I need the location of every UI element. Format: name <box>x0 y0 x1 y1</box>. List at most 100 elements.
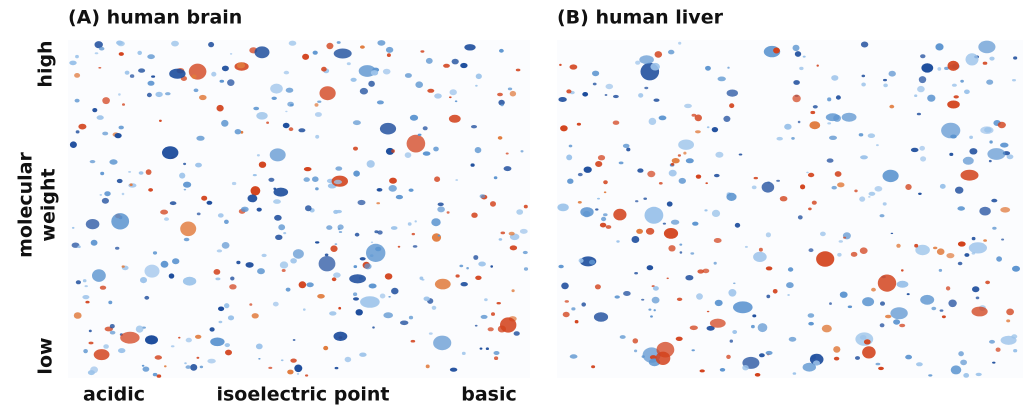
spot <box>880 323 885 327</box>
spot <box>558 97 566 102</box>
spot <box>225 350 232 356</box>
spot <box>475 276 481 280</box>
spot <box>808 208 812 211</box>
spot <box>145 265 160 278</box>
spot <box>700 369 705 372</box>
spot <box>626 148 630 152</box>
spot <box>192 75 197 79</box>
spot <box>914 94 917 97</box>
spot <box>600 223 606 228</box>
spot <box>742 365 748 370</box>
spot <box>514 331 520 336</box>
spot <box>481 315 488 319</box>
spot <box>788 267 793 271</box>
spot <box>70 141 77 148</box>
spot <box>455 179 458 181</box>
spot <box>224 303 229 308</box>
spot <box>246 262 254 268</box>
spot <box>335 166 342 170</box>
spot <box>85 301 89 304</box>
spot <box>334 49 352 59</box>
spot <box>433 336 451 351</box>
spot <box>405 73 412 78</box>
spot <box>947 101 960 109</box>
spot <box>140 277 147 283</box>
spot <box>498 136 503 140</box>
spot <box>803 363 816 372</box>
spot <box>726 355 731 359</box>
spot <box>78 124 86 130</box>
spot <box>561 283 569 290</box>
spot <box>82 295 89 299</box>
spot <box>952 84 957 87</box>
spot <box>603 180 608 184</box>
spot <box>143 367 150 372</box>
spot <box>803 56 806 58</box>
spot <box>672 158 680 163</box>
spot <box>151 75 155 77</box>
spot <box>179 173 185 179</box>
y-high-label: high <box>35 40 57 87</box>
spot <box>643 198 647 200</box>
spot <box>776 180 780 182</box>
spot <box>184 189 186 191</box>
spot <box>293 339 296 341</box>
spot <box>983 62 988 65</box>
spot <box>984 127 992 133</box>
spot <box>521 150 524 152</box>
spot <box>259 162 266 168</box>
spot <box>963 373 969 378</box>
spot <box>119 52 124 56</box>
spot <box>266 122 269 124</box>
spot <box>480 348 483 350</box>
spot <box>989 340 995 344</box>
spot <box>647 171 655 177</box>
spot <box>696 293 703 299</box>
spot <box>426 365 430 369</box>
spot <box>969 242 987 253</box>
spot <box>186 338 192 343</box>
spot <box>155 92 162 97</box>
spot <box>589 260 595 265</box>
spot <box>100 286 106 290</box>
spot <box>218 307 224 312</box>
spot <box>110 331 116 335</box>
spot <box>119 126 124 130</box>
spot <box>494 351 500 355</box>
spot <box>351 78 357 82</box>
spot <box>400 321 408 326</box>
spot <box>434 93 442 98</box>
spot <box>837 182 844 187</box>
spot <box>90 160 96 163</box>
spot <box>253 174 257 176</box>
spot <box>380 294 386 299</box>
spot <box>728 289 736 297</box>
spot <box>411 340 416 343</box>
spot <box>155 355 162 359</box>
spot <box>989 57 994 61</box>
spot <box>92 108 97 112</box>
spot <box>199 95 207 100</box>
spot <box>491 312 495 316</box>
spot <box>219 321 223 323</box>
spot <box>705 66 711 71</box>
spot <box>720 368 725 372</box>
spot <box>339 231 342 233</box>
spot <box>391 149 395 153</box>
spot <box>647 265 654 270</box>
spot <box>118 348 125 353</box>
spot <box>360 257 366 260</box>
spot <box>816 251 834 266</box>
spot <box>671 163 674 166</box>
spot <box>987 148 1005 160</box>
spot <box>196 136 204 141</box>
spot <box>283 232 286 234</box>
spot <box>986 80 993 85</box>
spot <box>164 217 169 221</box>
spot <box>558 265 563 269</box>
spot <box>161 261 169 268</box>
spot <box>1006 319 1010 322</box>
spot <box>678 140 694 150</box>
spot <box>85 285 88 287</box>
spot <box>677 298 682 301</box>
